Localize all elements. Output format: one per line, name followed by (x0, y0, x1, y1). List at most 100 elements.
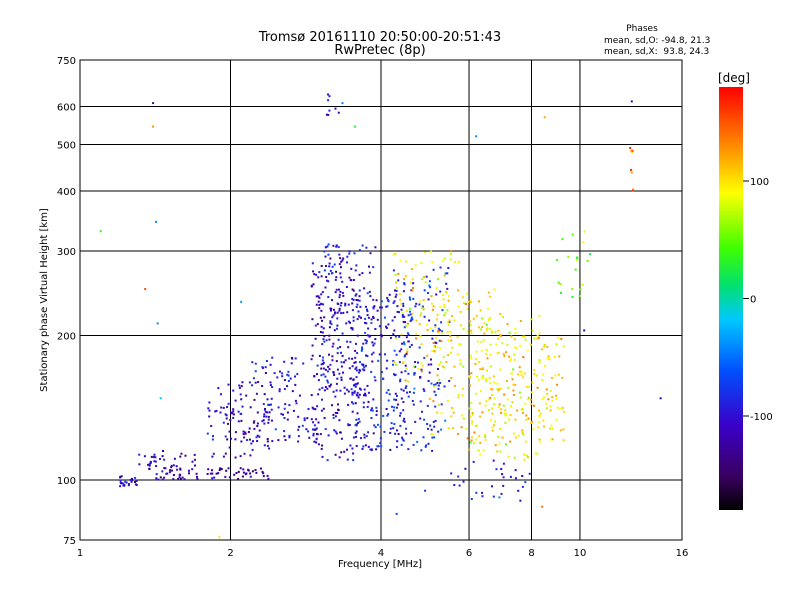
data-point (336, 347, 339, 350)
data-point (314, 428, 317, 431)
data-point (484, 438, 487, 441)
data-point (419, 417, 422, 420)
data-point (354, 361, 357, 364)
data-point (385, 408, 388, 410)
data-point (548, 358, 551, 361)
data-point (395, 446, 398, 449)
data-point (520, 370, 523, 373)
data-point (237, 410, 240, 413)
data-point (256, 422, 259, 425)
data-point (557, 373, 560, 376)
data-point (447, 267, 450, 269)
data-point (258, 429, 261, 432)
data-point (333, 374, 336, 376)
data-point (484, 434, 486, 437)
data-point (535, 374, 538, 377)
data-point (545, 402, 547, 405)
data-point (338, 456, 341, 459)
data-point (521, 429, 524, 432)
data-point (333, 329, 336, 332)
data-point (347, 403, 350, 406)
data-point (335, 389, 338, 392)
data-point (329, 363, 332, 366)
data-point (364, 305, 367, 308)
data-point (437, 403, 440, 406)
data-point (411, 400, 414, 402)
data-point (470, 401, 473, 404)
data-point (329, 321, 332, 324)
data-point (242, 430, 245, 433)
data-point (322, 327, 325, 330)
data-point (303, 417, 306, 420)
data-point (340, 361, 343, 364)
data-point (234, 438, 237, 441)
data-point (462, 480, 465, 483)
data-point (264, 366, 267, 369)
data-point (555, 343, 558, 346)
data-point (322, 373, 325, 376)
data-point (543, 425, 545, 428)
data-point (446, 330, 449, 333)
data-point (386, 305, 389, 308)
data-point (400, 308, 403, 311)
data-point (432, 433, 435, 436)
data-point (450, 250, 453, 253)
data-point (332, 416, 335, 419)
data-point (464, 467, 467, 470)
data-point (375, 413, 378, 416)
data-point (525, 454, 528, 457)
data-point (227, 383, 230, 386)
data-point (478, 361, 481, 364)
data-point (475, 135, 478, 138)
data-point (364, 331, 367, 334)
data-point (404, 379, 407, 382)
data-point (232, 389, 235, 392)
data-point (240, 398, 243, 401)
data-point (338, 372, 341, 375)
data-point (364, 444, 367, 447)
data-point (354, 356, 357, 359)
data-point (452, 427, 454, 430)
data-point (253, 398, 256, 401)
data-point (351, 328, 354, 331)
data-point (416, 440, 419, 443)
data-point (551, 438, 554, 441)
data-point (450, 377, 453, 379)
data-point (355, 435, 357, 438)
data-point (325, 276, 328, 278)
data-point (215, 409, 218, 412)
data-point (322, 303, 325, 306)
data-point (335, 276, 338, 279)
data-point (412, 282, 415, 285)
data-point (505, 351, 508, 354)
data-point (368, 271, 371, 274)
data-point (269, 384, 272, 387)
data-point (450, 351, 453, 354)
data-point (440, 403, 443, 406)
data-point (354, 385, 357, 388)
x-axis-ticks: 1 2 4 6 8 10 16 (77, 548, 689, 559)
data-point (315, 273, 318, 276)
data-point (287, 380, 290, 382)
data-point (374, 426, 377, 429)
data-point (248, 438, 251, 441)
data-point (514, 383, 517, 386)
data-point (312, 434, 315, 437)
data-point (348, 367, 351, 370)
data-point (579, 288, 582, 291)
data-point (631, 149, 634, 152)
data-point (396, 395, 398, 397)
data-point (476, 340, 479, 343)
data-point (336, 302, 339, 305)
data-point (283, 417, 286, 419)
data-point (511, 401, 514, 404)
data-point (122, 484, 125, 487)
data-point (449, 335, 452, 338)
data-point (495, 468, 498, 471)
data-point (321, 291, 324, 293)
data-point (149, 461, 152, 464)
data-point (457, 475, 460, 478)
data-point (316, 323, 319, 326)
data-point (314, 337, 317, 340)
data-point (403, 278, 406, 280)
